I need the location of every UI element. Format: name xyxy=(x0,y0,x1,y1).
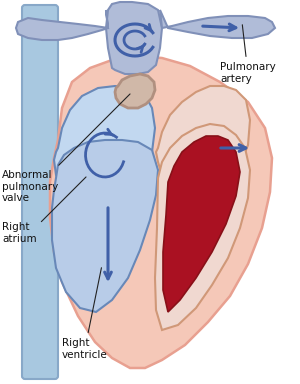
Polygon shape xyxy=(54,86,155,208)
Polygon shape xyxy=(155,124,250,330)
FancyBboxPatch shape xyxy=(22,5,58,379)
Text: Right
atrium: Right atrium xyxy=(2,177,86,243)
Polygon shape xyxy=(16,10,108,40)
Polygon shape xyxy=(115,74,155,108)
Polygon shape xyxy=(52,140,158,312)
Polygon shape xyxy=(160,10,275,38)
Polygon shape xyxy=(156,86,250,196)
Text: Pulmonary
artery: Pulmonary artery xyxy=(220,25,276,84)
Polygon shape xyxy=(163,136,240,312)
Polygon shape xyxy=(106,2,162,74)
Text: Abnormal
pulmonary
valve: Abnormal pulmonary valve xyxy=(2,94,130,203)
Text: Right
ventricle: Right ventricle xyxy=(62,268,108,359)
Polygon shape xyxy=(50,56,272,368)
